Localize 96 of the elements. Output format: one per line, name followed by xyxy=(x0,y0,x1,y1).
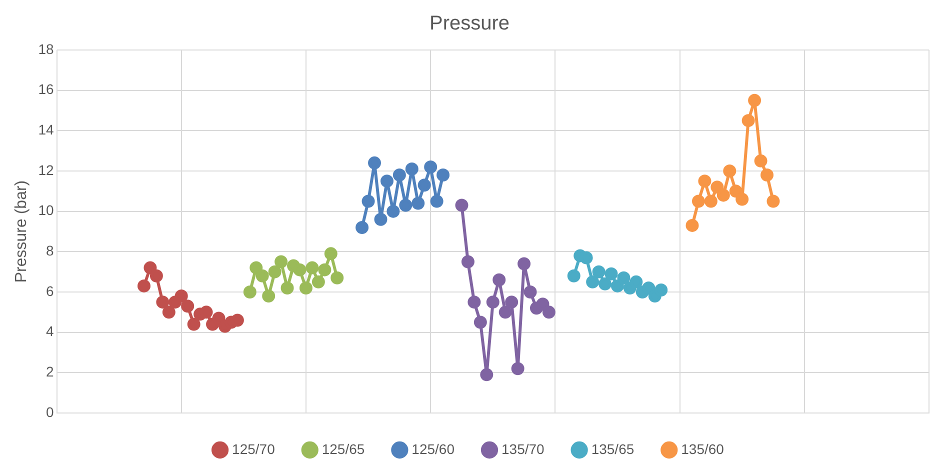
point xyxy=(412,196,425,210)
point xyxy=(356,220,369,234)
point xyxy=(524,286,537,298)
point xyxy=(461,255,474,268)
point xyxy=(474,316,487,329)
point xyxy=(187,318,200,331)
point xyxy=(250,261,263,274)
point xyxy=(268,265,282,278)
point xyxy=(200,306,213,319)
point xyxy=(542,306,556,319)
y-tick-label: 16 xyxy=(38,81,54,98)
point xyxy=(181,300,194,313)
legend-label: 125/70 xyxy=(232,440,276,457)
y-tick-label: 14 xyxy=(38,122,54,138)
point xyxy=(766,194,780,208)
point xyxy=(736,192,749,206)
legend-label: 135/60 xyxy=(681,440,724,457)
legend-label: 135/65 xyxy=(591,440,634,457)
point xyxy=(386,204,400,218)
point xyxy=(754,154,768,168)
point xyxy=(505,296,518,309)
legend-label: 135/70 xyxy=(502,440,545,457)
point xyxy=(723,164,736,178)
y-tick-label: 8 xyxy=(46,242,54,259)
point xyxy=(704,194,718,208)
point xyxy=(617,271,630,284)
y-tick-label: 18 xyxy=(38,40,54,57)
y-tick-label: 6 xyxy=(46,282,54,299)
point xyxy=(418,178,431,192)
y-tick-label: 4 xyxy=(46,323,54,340)
point xyxy=(368,156,382,170)
point xyxy=(362,194,375,208)
point xyxy=(299,281,312,294)
point xyxy=(486,296,500,309)
point xyxy=(280,281,294,294)
point xyxy=(716,188,730,202)
point xyxy=(710,180,724,194)
chart-title: Pressure xyxy=(429,12,510,35)
point xyxy=(692,194,705,208)
point xyxy=(511,362,524,376)
point xyxy=(424,160,438,174)
point xyxy=(480,368,494,382)
point xyxy=(262,290,276,303)
point xyxy=(455,198,468,212)
point xyxy=(742,114,755,128)
point xyxy=(654,283,668,296)
point xyxy=(642,281,656,294)
point xyxy=(567,269,580,282)
point xyxy=(518,257,531,270)
point xyxy=(212,312,226,325)
point xyxy=(150,269,163,282)
point xyxy=(162,306,176,319)
y-tick-label: 12 xyxy=(38,162,54,178)
point xyxy=(330,271,344,284)
point xyxy=(380,174,394,188)
point xyxy=(686,218,699,232)
point xyxy=(306,261,319,274)
point xyxy=(748,94,762,107)
point xyxy=(174,290,188,303)
y-tick-label: 10 xyxy=(38,202,54,218)
legend-label: 125/65 xyxy=(322,440,365,457)
point xyxy=(274,255,288,268)
point xyxy=(586,275,600,288)
point xyxy=(498,306,512,319)
point xyxy=(536,298,550,311)
point xyxy=(405,162,418,176)
point xyxy=(436,168,450,182)
point xyxy=(137,279,150,292)
point xyxy=(230,314,244,327)
point xyxy=(374,212,388,226)
point xyxy=(430,194,444,208)
point xyxy=(318,263,332,276)
y-axis-title: Pressure (bar) xyxy=(13,180,30,283)
point xyxy=(468,296,481,309)
point xyxy=(598,277,612,290)
point xyxy=(243,286,256,298)
point xyxy=(592,265,606,278)
point xyxy=(760,168,774,182)
point xyxy=(312,275,325,288)
point xyxy=(492,273,506,286)
point xyxy=(604,267,618,280)
point xyxy=(729,184,742,198)
y-tick-label: 2 xyxy=(46,364,54,380)
point xyxy=(144,261,157,274)
point xyxy=(610,279,624,292)
y-tick-label: 0 xyxy=(46,404,54,420)
point xyxy=(256,269,269,282)
legend-label: 125/60 xyxy=(412,440,455,457)
point xyxy=(698,174,712,188)
point xyxy=(324,247,338,260)
point xyxy=(630,275,643,288)
point xyxy=(399,198,412,212)
point xyxy=(293,263,306,276)
point xyxy=(392,168,406,182)
point xyxy=(156,296,170,309)
point xyxy=(580,251,593,264)
